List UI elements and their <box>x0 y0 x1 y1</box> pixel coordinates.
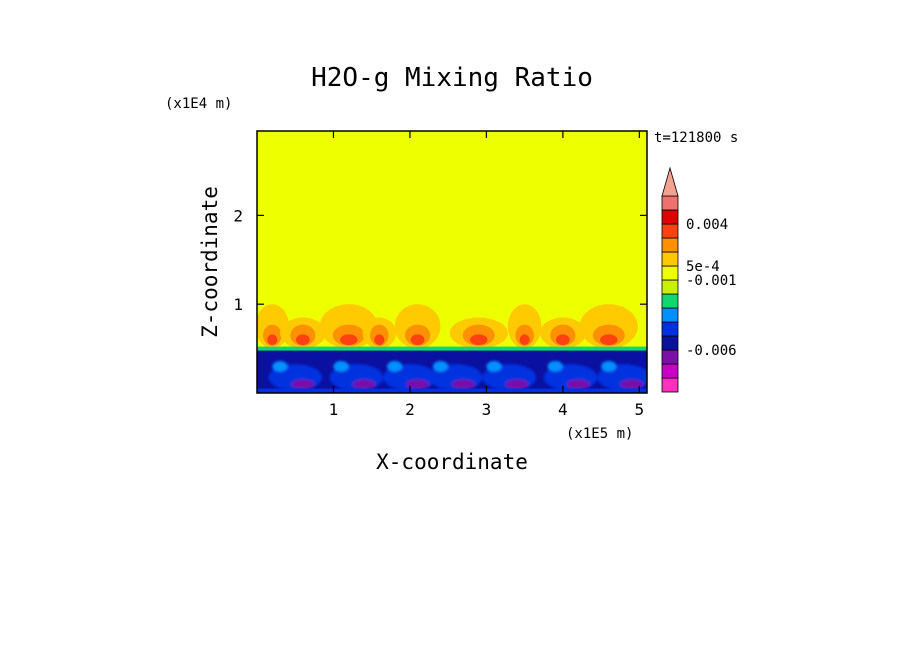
surface-layer <box>257 388 647 393</box>
moist-plume-max <box>340 334 358 346</box>
moist-plume-max <box>556 334 570 346</box>
time-label: t=121800 s <box>654 130 738 146</box>
moist-plume-max <box>267 334 278 346</box>
colorbar-extend-arrow <box>661 166 679 197</box>
x-tick-label: 3 <box>482 400 492 419</box>
colorbar-segment <box>661 209 679 225</box>
colorbar-segment <box>661 363 679 379</box>
dry-core-edge <box>547 361 563 372</box>
colorbar-segment <box>661 349 679 365</box>
y-axis-label: Z-coordinate <box>198 186 222 338</box>
y-axis: 12 <box>233 206 647 314</box>
dry-core-edge <box>432 361 449 372</box>
x-tick-label: 2 <box>405 400 415 419</box>
dry-core-min <box>352 379 376 389</box>
colorbar-segment <box>661 251 679 267</box>
dry-core-min <box>620 379 644 389</box>
colorbar-segment <box>661 265 679 281</box>
colorbar-segment <box>661 195 679 211</box>
x-scale-label: (x1E5 m) <box>566 426 633 442</box>
x-tick-label: 1 <box>329 400 339 419</box>
colorbar-segment <box>661 223 679 239</box>
x-tick-label: 5 <box>635 400 645 419</box>
dry-core-edge <box>333 361 349 372</box>
x-axis-label: X-coordinate <box>376 450 528 474</box>
moist-plume-max <box>410 334 425 346</box>
y-scale-label: (x1E4 m) <box>165 96 232 112</box>
dry-layer-edge <box>257 346 647 351</box>
colorbar-segment <box>661 335 679 351</box>
moist-plume-max <box>296 334 310 346</box>
dry-core-edge <box>272 361 288 372</box>
colorbar-segment <box>661 237 679 253</box>
y-tick-label: 1 <box>233 295 243 314</box>
dry-core-min <box>566 379 590 389</box>
x-axis: 1 2 3 4 5 <box>329 131 645 419</box>
dry-core-min <box>505 379 529 389</box>
colorbar-label: 0.004 <box>686 217 728 233</box>
colorbar-label: -0.006 <box>686 343 737 359</box>
plot-frame <box>256 130 648 394</box>
colorbar-segment <box>661 377 679 393</box>
dry-structures <box>268 361 647 391</box>
moist-plume-max <box>470 334 488 346</box>
y-tick-label: 2 <box>233 206 243 225</box>
dry-core-min <box>406 379 430 389</box>
colorbar-segment <box>661 293 679 309</box>
dry-core-min <box>291 379 315 389</box>
moist-plume-max <box>374 334 385 346</box>
x-tick-label: 4 <box>558 400 568 419</box>
dry-core-edge <box>387 361 403 372</box>
dry-core-min <box>452 379 475 389</box>
colorbar-label: 5e-4 <box>686 259 720 275</box>
plot-area <box>256 130 648 394</box>
dry-core-edge <box>486 361 502 372</box>
chart-title: H2O-g Mixing Ratio <box>311 63 593 93</box>
dry-core-edge <box>601 361 617 372</box>
colorbar-label: -0.001 <box>686 273 737 289</box>
moist-plume-max <box>600 334 618 346</box>
colorbar-segment <box>661 307 679 323</box>
colorbar-segment <box>661 321 679 337</box>
moist-plume-max <box>519 334 530 346</box>
colorbar-segment <box>661 279 679 295</box>
